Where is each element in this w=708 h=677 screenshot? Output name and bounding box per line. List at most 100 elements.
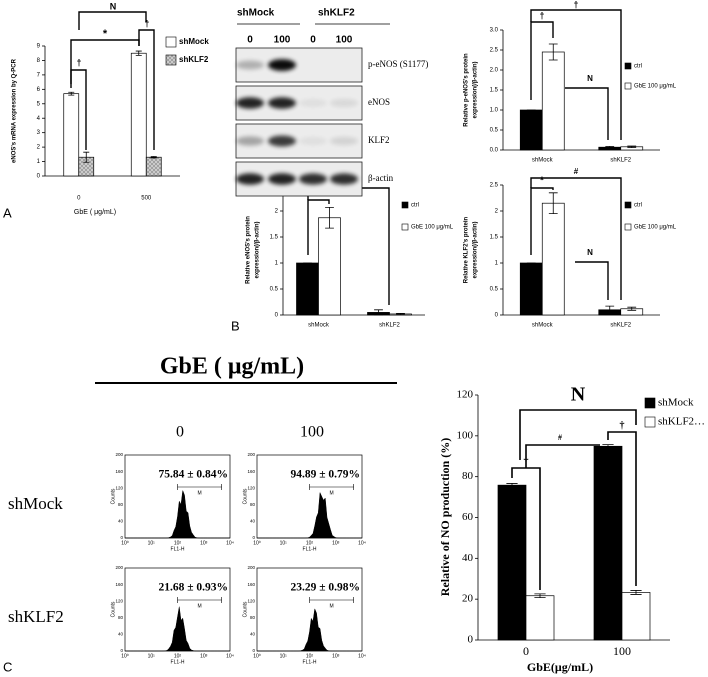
blot-group: shMock bbox=[237, 8, 275, 19]
y-tick-label: 0.5 bbox=[490, 287, 499, 293]
flow-x-tick-label: 10⁴ bbox=[226, 540, 234, 546]
flow-y-tick-label: 200 bbox=[247, 565, 255, 570]
x-tick-label: 500 bbox=[141, 196, 152, 202]
flow-gate bbox=[177, 597, 222, 603]
flow-y-tick-label: 0 bbox=[120, 535, 123, 540]
significance-mark: N bbox=[587, 248, 593, 257]
y-tick-label: 0 bbox=[37, 174, 41, 180]
blot-band bbox=[330, 136, 358, 146]
flow-gate-label: M bbox=[197, 490, 201, 496]
flow-frame bbox=[256, 454, 363, 539]
y-axis-label: Relative of NO production (%) bbox=[438, 438, 452, 596]
legend-swatch bbox=[401, 201, 409, 209]
legend-swatch bbox=[644, 397, 656, 409]
y-tick-label: 1 bbox=[275, 261, 279, 267]
error-bar bbox=[548, 192, 558, 214]
blot-band-label: KLF2 bbox=[368, 135, 390, 145]
flow-x-tick-label: 10³ bbox=[200, 540, 208, 546]
legend-label: shMock bbox=[658, 397, 694, 409]
significance-mark: # bbox=[558, 433, 562, 442]
legend-swatch bbox=[401, 223, 409, 231]
panel-label: B bbox=[231, 318, 240, 333]
significance-bracket bbox=[525, 444, 600, 468]
significance-bracket bbox=[138, 29, 155, 150]
flow-y-tick-label: 40 bbox=[118, 632, 124, 637]
flow-y-tick-label: 40 bbox=[250, 632, 256, 637]
y-tick-label: 0.5 bbox=[490, 128, 499, 134]
blot-band bbox=[236, 60, 264, 70]
flow-x-label: FL1-H bbox=[171, 546, 185, 552]
bar bbox=[519, 109, 543, 151]
significance-mark: † bbox=[620, 420, 625, 431]
y-tick-label: 8 bbox=[37, 58, 41, 64]
error-bar bbox=[68, 91, 75, 96]
flow-gate bbox=[177, 484, 222, 490]
panel-label: C bbox=[3, 659, 12, 674]
flow-percentage: 94.89 ± 0.79% bbox=[290, 469, 360, 481]
legend-swatch bbox=[624, 223, 632, 231]
significance-mark: * bbox=[540, 176, 544, 187]
significance-mark: † bbox=[573, 0, 578, 9]
y-tick-label: 4 bbox=[37, 116, 41, 122]
x-tick-label: shMock bbox=[308, 323, 330, 329]
flow-y-tick-label: 0 bbox=[120, 648, 123, 653]
significance-bracket bbox=[565, 87, 609, 140]
x-tick-label: 0 bbox=[523, 644, 529, 658]
flow-histogram bbox=[125, 490, 230, 539]
y-tick-label: 40 bbox=[462, 552, 474, 564]
flow-x-label: FL1-H bbox=[171, 659, 185, 665]
y-axis-label: eNOS's mRNA expression by Q-PCR bbox=[12, 58, 18, 163]
row-label: shKLF2 bbox=[8, 607, 64, 626]
bar bbox=[519, 262, 543, 316]
error-bar bbox=[506, 483, 518, 488]
error-bar bbox=[325, 206, 334, 229]
significance-mark: N bbox=[587, 74, 593, 83]
significance-bracket bbox=[530, 9, 622, 140]
y-axis-label: Relative KLF2's protein bbox=[464, 216, 470, 283]
legend-label: GbE 100 μg/mL bbox=[634, 225, 677, 231]
flow-y-tick-label: 80 bbox=[250, 502, 256, 507]
bar bbox=[130, 52, 147, 177]
blot-band-label: p-eNOS (S1177) bbox=[368, 59, 428, 69]
flow-y-tick-label: 80 bbox=[118, 615, 124, 620]
flow-y-tick-label: 160 bbox=[115, 469, 123, 474]
legend-swatch bbox=[165, 36, 177, 48]
blot-band bbox=[268, 97, 296, 109]
blot-band bbox=[236, 136, 264, 146]
y-tick-label: 5 bbox=[37, 101, 41, 107]
y-tick-label: 0.5 bbox=[270, 287, 279, 293]
bar bbox=[593, 445, 623, 641]
y-tick-label: 2.5 bbox=[490, 183, 499, 189]
flow-x-tick-label: 10³ bbox=[332, 540, 340, 546]
flow-y-label: Counts bbox=[242, 488, 248, 504]
error-bar bbox=[548, 43, 558, 61]
significance-bracket bbox=[519, 409, 637, 460]
flow-y-tick-label: 160 bbox=[115, 582, 123, 587]
y-tick-label: 9 bbox=[37, 44, 41, 50]
flow-x-tick-label: 10⁰ bbox=[121, 540, 129, 546]
legend-label: ctrl bbox=[411, 203, 419, 209]
flow-x-tick-label: 10⁰ bbox=[253, 653, 261, 659]
flow-x-tick-label: 10² bbox=[174, 540, 182, 546]
significance-mark: # bbox=[574, 167, 579, 176]
blot-band bbox=[236, 97, 264, 109]
error-bar bbox=[534, 593, 546, 599]
legend-swatch bbox=[644, 416, 656, 428]
flow-gate bbox=[309, 484, 354, 490]
significance-bracket bbox=[78, 11, 147, 30]
flow-y-tick-label: 80 bbox=[250, 615, 256, 620]
x-tick-label: shKLF2 bbox=[610, 323, 631, 329]
bar bbox=[621, 592, 651, 641]
error-bar bbox=[605, 305, 615, 314]
flow-x-tick-label: 10² bbox=[306, 653, 314, 659]
blot-band bbox=[268, 59, 296, 71]
legend-label: ctrl bbox=[634, 64, 642, 70]
flow-histogram bbox=[257, 491, 362, 539]
significance-bracket bbox=[530, 187, 554, 255]
y-tick-label: 1 bbox=[37, 159, 41, 165]
error-bar bbox=[150, 156, 157, 159]
blot-band bbox=[299, 98, 327, 108]
significance-mark: † bbox=[524, 456, 529, 467]
